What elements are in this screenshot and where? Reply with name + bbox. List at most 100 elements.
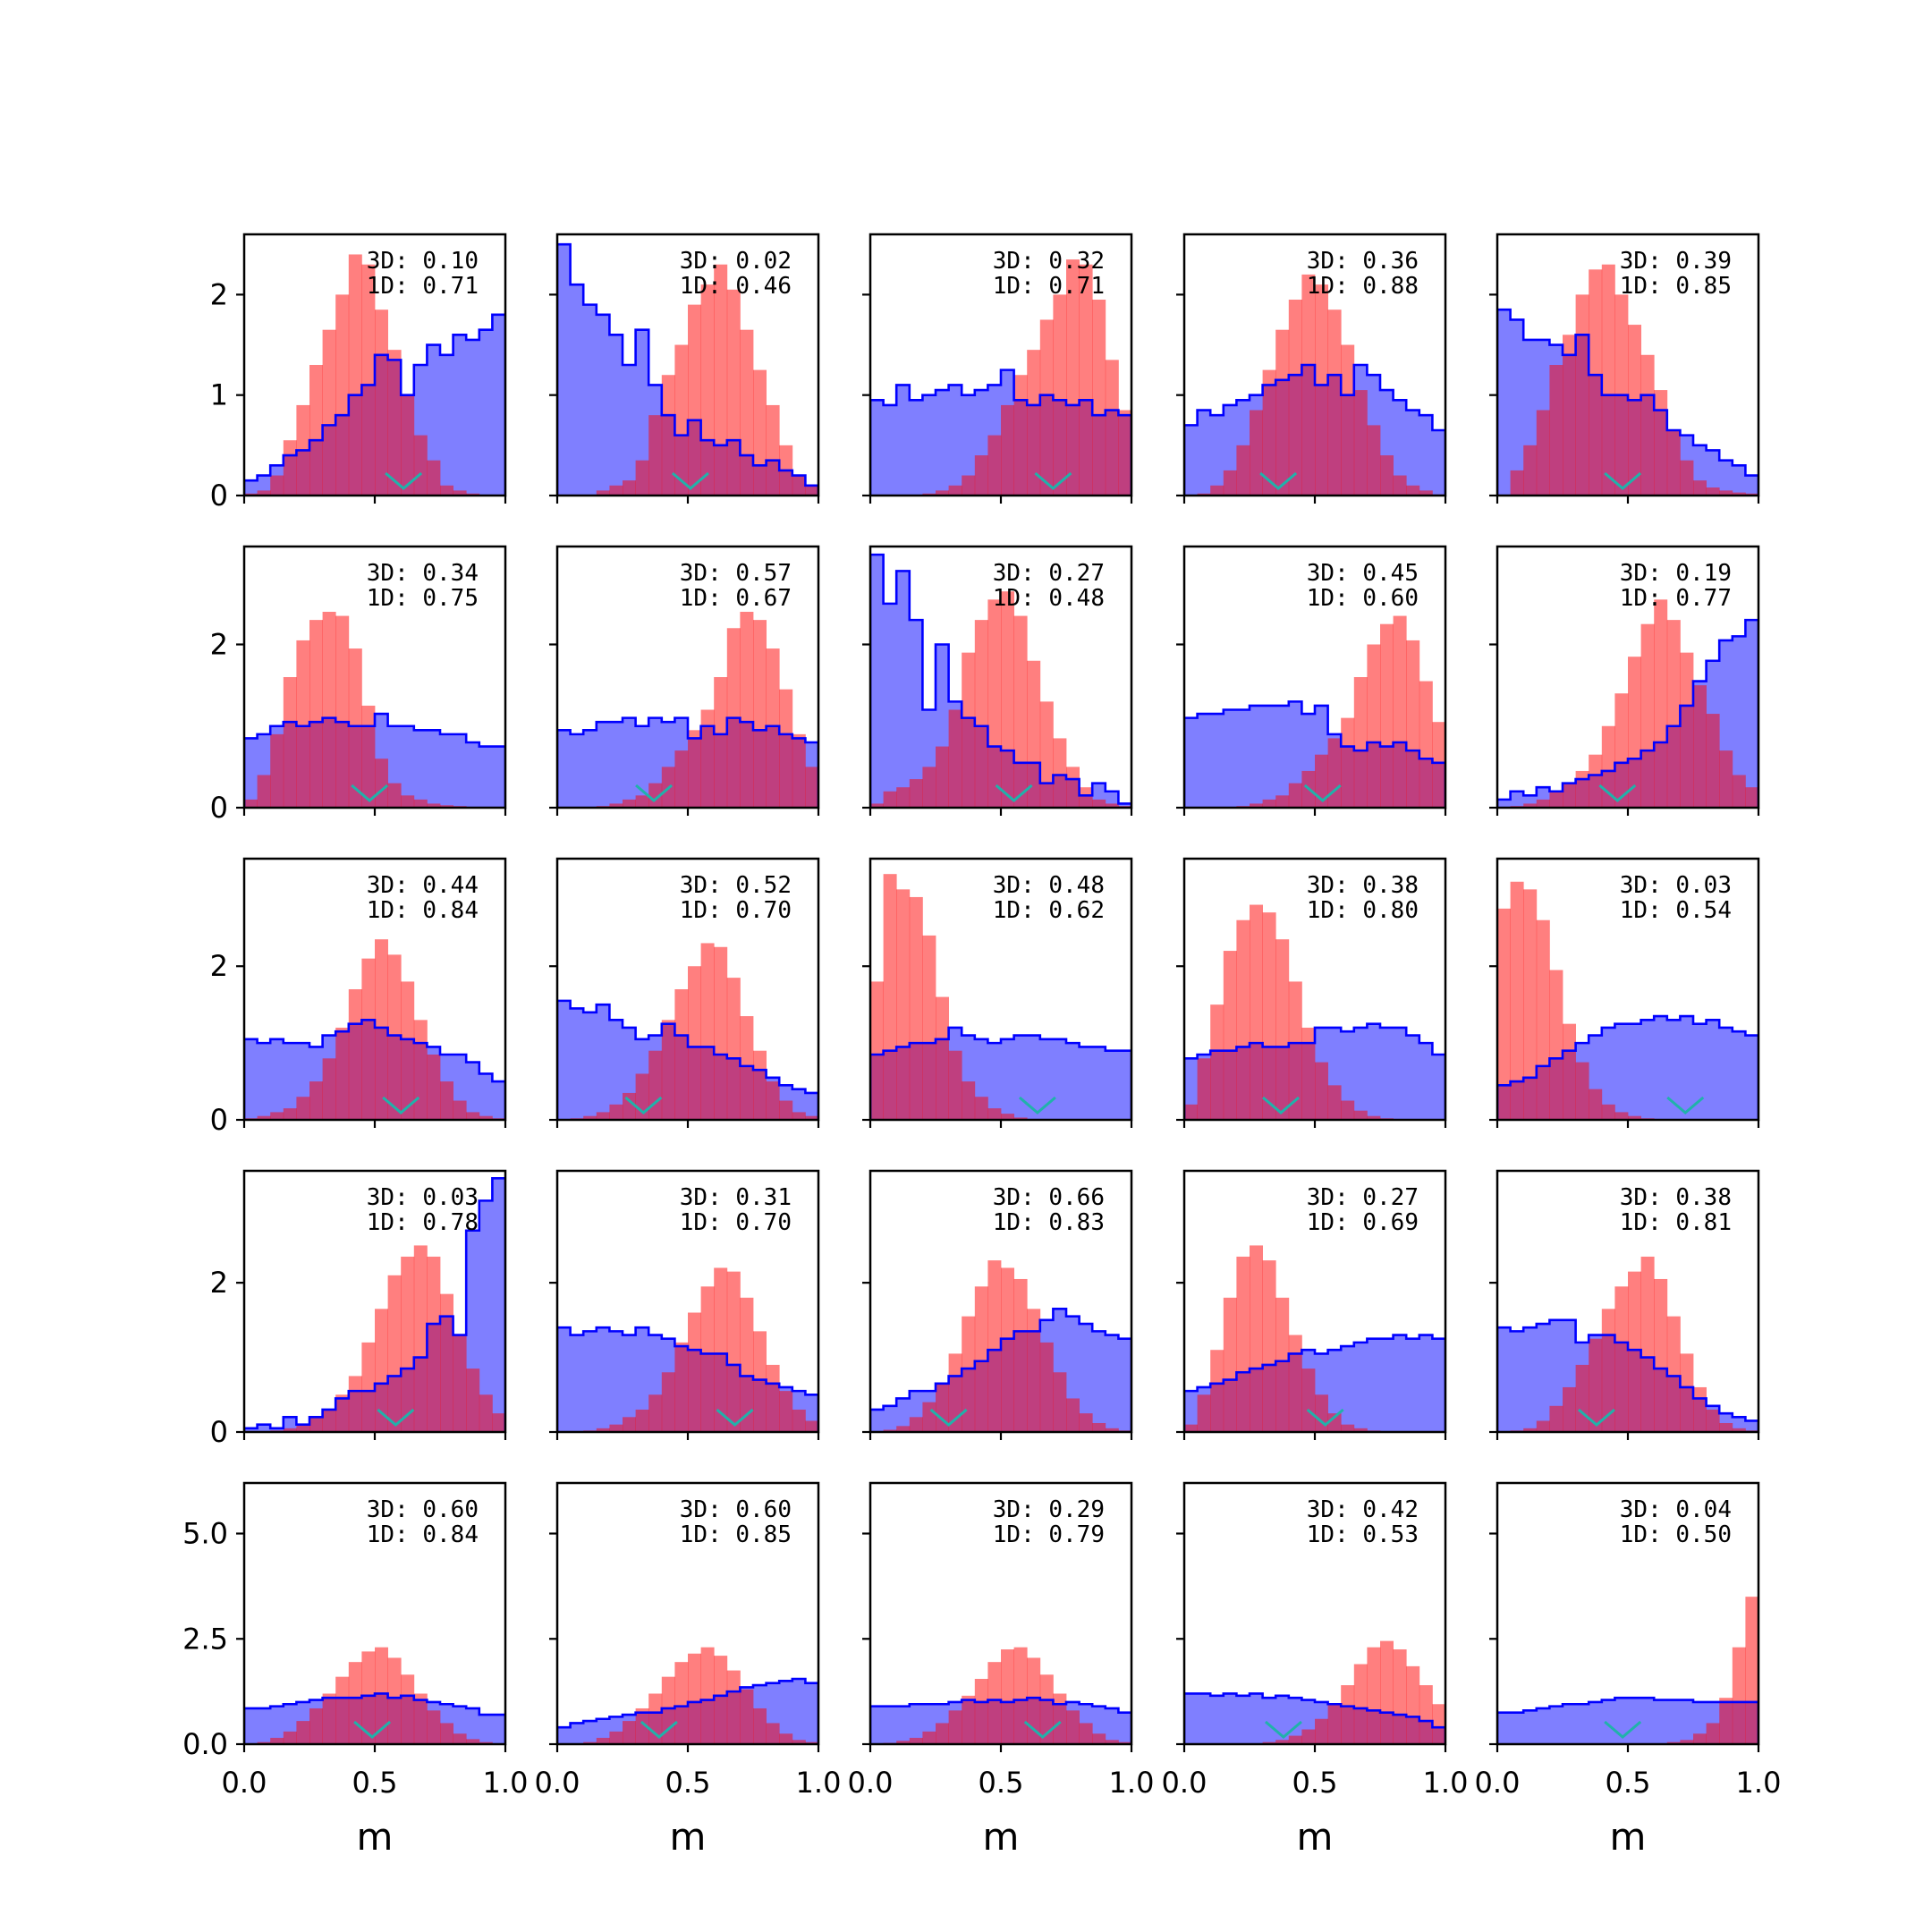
posterior-bar [674, 1662, 689, 1744]
posterior-bar [322, 612, 336, 808]
posterior-bar [283, 1428, 297, 1432]
posterior-bar [609, 1731, 623, 1744]
plot-area [1497, 1597, 1758, 1744]
label-3d: 3D: 0.04 [1620, 1496, 1732, 1523]
posterior-bar [335, 1027, 350, 1120]
true-value-marker [1666, 1096, 1705, 1114]
posterior-bar [1275, 939, 1290, 1120]
x-tick-label: 0.0 [535, 1766, 580, 1800]
posterior-bar [1053, 1372, 1067, 1432]
posterior-bar [1510, 881, 1524, 1120]
posterior-bar [623, 799, 636, 808]
posterior-bar [466, 1112, 480, 1120]
posterior-bar [1079, 1723, 1093, 1744]
plot-area [870, 1260, 1131, 1432]
posterior-bar [766, 648, 780, 808]
posterior-bar [688, 304, 701, 496]
y-tick-label: 0 [210, 479, 228, 513]
label-3d: 3D: 0.45 [1307, 560, 1419, 587]
posterior-bar [296, 640, 310, 808]
prior-histogram-step [870, 369, 1131, 496]
posterior-bar [596, 490, 610, 496]
posterior-bar [962, 1695, 976, 1744]
posterior-bar [309, 365, 323, 496]
x-tick-label: 0.0 [1162, 1766, 1208, 1800]
posterior-bar [270, 475, 284, 496]
posterior-bar [1706, 1723, 1720, 1744]
prior-histogram-step [244, 712, 505, 808]
posterior-bar [1250, 803, 1263, 808]
posterior-bar [1027, 350, 1041, 496]
posterior-bar [1197, 1058, 1211, 1120]
true-value-marker [385, 471, 423, 490]
true-value-marker [1604, 1720, 1642, 1739]
label-1d: 1D: 0.84 [367, 897, 479, 924]
posterior-bar [1197, 1394, 1211, 1432]
posterior-bar [1432, 722, 1445, 808]
posterior-bar [1680, 1740, 1694, 1744]
label-3d: 3D: 0.60 [680, 1496, 792, 1523]
true-value-marker [1034, 471, 1072, 490]
posterior-bar [1536, 799, 1550, 808]
posterior-bar [635, 1409, 649, 1432]
posterior-bar [740, 1297, 754, 1432]
posterior-bar [909, 1737, 923, 1744]
posterior-bar [1693, 1733, 1707, 1744]
posterior-bar [1367, 1115, 1381, 1120]
posterior-bar [1066, 1398, 1080, 1432]
posterior-bar [322, 1693, 336, 1744]
posterior-bar [1523, 1428, 1538, 1432]
posterior-bar [674, 989, 689, 1120]
label-3d: 3D: 0.29 [993, 1496, 1105, 1523]
posterior-bar [962, 1081, 976, 1120]
true-value-marker [1259, 471, 1298, 490]
posterior-bar [648, 415, 663, 496]
posterior-bar [1105, 803, 1119, 808]
prior-histogram-step [1497, 1318, 1758, 1432]
posterior-bar [1719, 490, 1733, 496]
posterior-bar [1001, 1114, 1014, 1120]
true-value-marker [716, 1408, 754, 1427]
posterior-bar [753, 369, 767, 496]
posterior-bar [726, 1670, 741, 1744]
posterior-bar [1223, 951, 1237, 1120]
prior-histogram-fill [557, 244, 818, 496]
posterior-bar [1575, 770, 1589, 808]
plot-area [244, 612, 505, 808]
posterior-bar [1601, 1104, 1615, 1120]
posterior-bar [1614, 1286, 1629, 1432]
posterior-bar [335, 1394, 350, 1432]
true-value-marker [382, 1096, 420, 1114]
y-tick-label: 2 [210, 1266, 228, 1300]
plot-area [557, 943, 818, 1120]
posterior-bar [1575, 1062, 1589, 1120]
posterior-bar [936, 746, 949, 808]
posterior-bar [1013, 1117, 1028, 1120]
posterior-bar [1341, 344, 1355, 496]
posterior-bar [1210, 1350, 1224, 1432]
posterior-bar [335, 615, 350, 808]
posterior-bar [648, 1050, 663, 1120]
posterior-bar [296, 1721, 310, 1744]
posterior-bar [1680, 1353, 1694, 1432]
label-1d: 1D: 0.71 [367, 273, 479, 300]
posterior-bar [257, 775, 271, 808]
posterior-bar [270, 1112, 284, 1120]
label-3d: 3D: 0.66 [993, 1184, 1105, 1211]
prior-histogram-step [1497, 618, 1758, 808]
posterior-bar [1275, 329, 1290, 496]
posterior-bar [1406, 485, 1420, 496]
posterior-bar [1353, 1110, 1368, 1120]
posterior-bar [987, 1108, 1002, 1120]
posterior-bar [283, 677, 297, 808]
posterior-bar [635, 1707, 649, 1744]
posterior-bar [1236, 1256, 1250, 1432]
label-3d: 3D: 0.57 [680, 560, 792, 587]
posterior-bar [1589, 1089, 1603, 1120]
prior-histogram-fill [1497, 1698, 1758, 1744]
posterior-bar [870, 803, 884, 808]
plot-area [244, 254, 505, 496]
posterior-bar [440, 805, 453, 808]
